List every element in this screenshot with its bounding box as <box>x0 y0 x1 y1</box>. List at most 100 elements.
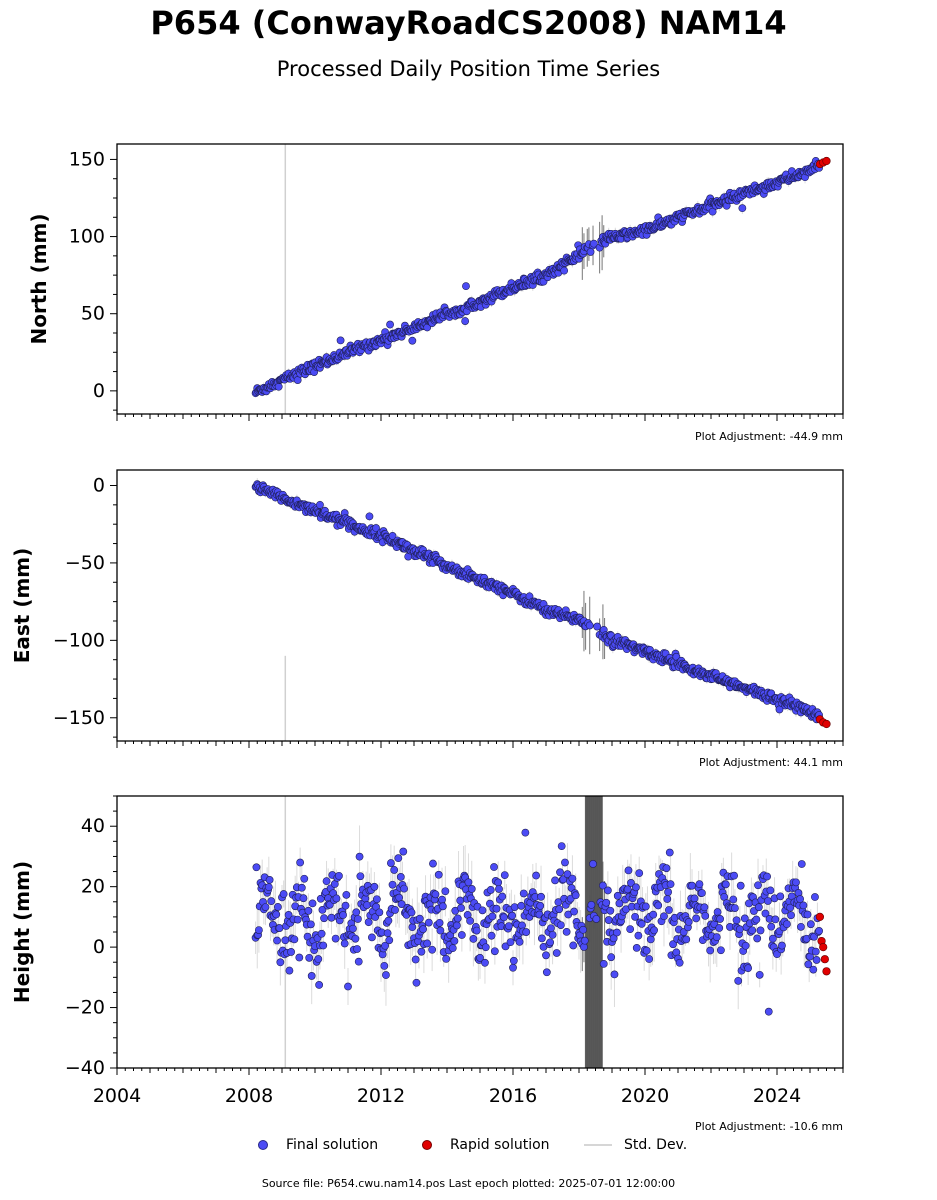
final-solution-point <box>314 955 323 963</box>
final-solution-point <box>452 921 461 930</box>
y-axis-label: East (mm) <box>10 548 34 664</box>
final-solution-point <box>407 908 416 917</box>
final-solution-point <box>732 916 741 925</box>
final-solution-point <box>429 859 437 868</box>
axes-frame <box>116 469 844 742</box>
legend-final: Final solution <box>258 1137 378 1153</box>
x-tick-label: 2008 <box>225 1085 273 1107</box>
final-solution-point <box>735 925 744 934</box>
final-solution-point <box>385 936 394 945</box>
final-solution-point <box>585 621 594 630</box>
final-solution-point <box>556 921 565 929</box>
data-area <box>251 478 831 741</box>
final-solution-point <box>599 881 607 890</box>
final-solution-point <box>396 873 405 881</box>
final-solution-point <box>380 961 389 970</box>
final-solution-point <box>342 890 351 899</box>
final-solution-point <box>532 871 540 880</box>
final-solution-point <box>341 901 350 910</box>
rapid-solution-point <box>822 156 831 166</box>
final-solution-point <box>569 941 578 950</box>
final-solution-point <box>386 859 395 867</box>
final-solution-point <box>764 897 772 905</box>
final-solution-point <box>464 878 473 887</box>
y-tick-label: −150 <box>53 707 105 729</box>
final-solution-point <box>815 927 823 935</box>
final-solution-point <box>340 939 349 948</box>
panel-east: 0 −50 −100 −150 East (mm) Plot Adjustment: 44… <box>10 469 844 769</box>
final-solution-point <box>690 894 699 903</box>
final-solution-point <box>634 931 643 940</box>
final-solution-point <box>665 906 673 914</box>
final-solution-point <box>476 953 484 962</box>
final-solution-point <box>649 910 658 919</box>
final-solution-point <box>786 903 795 912</box>
final-solution-point <box>494 878 503 887</box>
final-solution-point <box>755 970 764 979</box>
final-solution-point <box>623 885 632 894</box>
final-solution-point <box>399 847 408 856</box>
final-solution-point <box>252 863 261 872</box>
final-solution-point <box>748 926 757 935</box>
final-solution-point <box>809 965 818 974</box>
final-solution-point <box>318 906 327 914</box>
final-solution-point <box>593 622 602 631</box>
final-solution-point <box>563 870 572 879</box>
final-solution-point <box>783 920 791 929</box>
final-solution-point <box>490 863 498 871</box>
final-solution-point <box>712 933 721 942</box>
final-solution-point <box>804 960 813 969</box>
final-solution-point <box>488 912 497 921</box>
data-area <box>251 796 831 1068</box>
final-solution-point <box>457 904 465 912</box>
y-tick-label: 40 <box>81 815 105 837</box>
final-solution-point <box>481 958 489 967</box>
final-solution-point <box>603 886 612 895</box>
final-solution-point <box>428 945 437 954</box>
final-solution-point <box>415 914 424 923</box>
x-tick-label: 2024 <box>753 1085 801 1107</box>
final-solution-point <box>771 915 780 924</box>
final-solution-point <box>517 901 526 910</box>
final-solution-point <box>803 910 812 919</box>
final-solution-point <box>339 911 347 919</box>
final-solution-point <box>717 946 725 955</box>
final-solution-point <box>300 874 309 883</box>
final-solution-point <box>279 890 288 898</box>
final-solution-point <box>506 938 515 947</box>
final-solution-point <box>811 947 820 956</box>
final-solution-point <box>627 879 635 887</box>
plot-adjustment-label: Plot Adjustment: -10.6 mm <box>695 1120 843 1133</box>
final-solution-point <box>411 955 420 964</box>
final-solution-point <box>364 918 373 927</box>
final-solution-point <box>375 908 384 917</box>
final-solution-point <box>542 968 551 977</box>
final-solution-point <box>548 930 557 939</box>
final-solution-point <box>665 848 674 857</box>
final-solution-point <box>391 906 399 914</box>
final-solution-point <box>466 916 474 925</box>
final-solution-point <box>500 871 509 880</box>
final-solution-point <box>537 892 545 901</box>
final-solution-point <box>745 899 753 908</box>
final-solution-point <box>438 902 447 911</box>
final-solution-point <box>519 889 528 898</box>
final-solution-point <box>645 955 654 963</box>
final-solution-point <box>675 958 684 967</box>
final-solution-point <box>472 926 481 935</box>
legend-rapid-label: Rapid solution <box>450 1137 550 1153</box>
final-solution-point <box>635 869 644 878</box>
y-tick-label: −100 <box>53 629 105 651</box>
final-solution-point <box>273 936 281 945</box>
final-solution-point <box>469 934 478 943</box>
final-solution-point <box>394 854 403 863</box>
final-solution-point <box>754 881 762 890</box>
final-solution-point <box>261 903 270 911</box>
final-solution-point <box>632 944 641 952</box>
final-solution-point <box>495 885 503 893</box>
final-solution-point <box>586 248 595 256</box>
final-solution-point <box>316 500 324 509</box>
final-solution-point <box>626 925 635 934</box>
final-solution-point <box>299 894 308 903</box>
